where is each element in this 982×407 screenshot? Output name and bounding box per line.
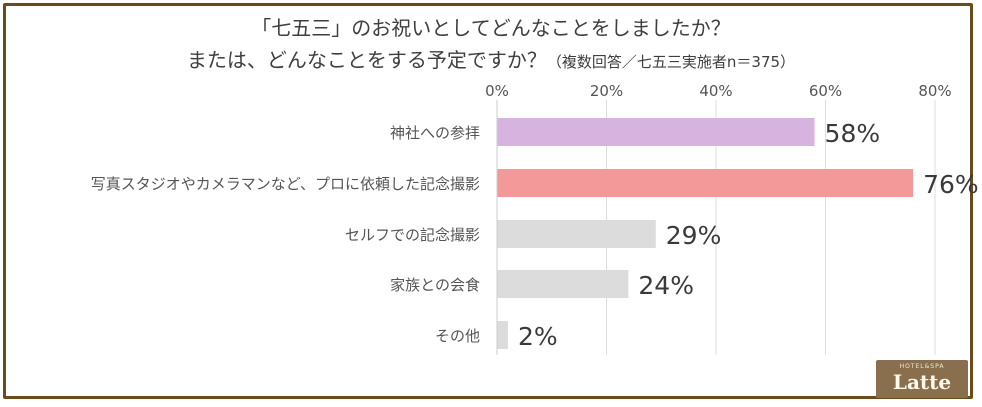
- chart-frame: [3, 3, 973, 399]
- value-label: 29%: [666, 221, 722, 250]
- chart-title-question: または、どんなことをする予定ですか？: [186, 48, 547, 72]
- logo-subtext: HOTEL&SPA: [899, 363, 945, 370]
- value-label: 58%: [825, 119, 881, 148]
- x-tick-label: 40%: [699, 82, 732, 100]
- bar: [497, 169, 914, 197]
- category-label: 神社への参拝: [390, 124, 480, 142]
- category-label: 家族との会食: [390, 276, 480, 294]
- bar: [497, 270, 629, 298]
- x-tick-label: 20%: [590, 82, 623, 100]
- value-label: 76%: [923, 170, 979, 199]
- category-label: 写真スタジオやカメラマンなど、プロに依頼した記念撮影: [91, 175, 480, 193]
- logo-text: Latte: [892, 370, 952, 394]
- latte-logo: HOTEL&SPA Latte: [876, 360, 968, 398]
- category-label: セルフでの記念撮影: [345, 226, 480, 244]
- bar: [497, 321, 508, 349]
- chart-title-line1: 「七五三」のお祝いとしてどんなことをしましたか？: [251, 16, 731, 40]
- bar: [497, 220, 656, 248]
- x-tick-label: 80%: [918, 82, 951, 100]
- bar: [497, 118, 815, 146]
- x-tick-label: 60%: [809, 82, 842, 100]
- chart-title-line2: または、どんなことをする予定ですか？（複数回答／七五三実施者n＝375）: [0, 44, 982, 73]
- chart-title-note: （複数回答／七五三実施者n＝375）: [546, 53, 796, 71]
- category-label: その他: [435, 327, 480, 345]
- value-label: 24%: [638, 271, 694, 300]
- x-tick-label: 0%: [485, 82, 509, 100]
- value-label: 2%: [518, 322, 558, 351]
